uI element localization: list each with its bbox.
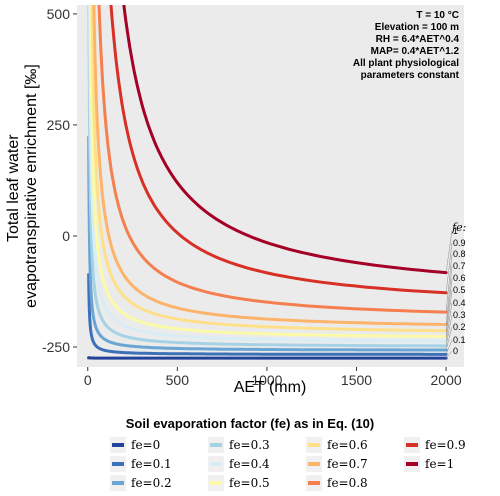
series-line-6 bbox=[90, 5, 448, 333]
legend-swatch-9 bbox=[404, 437, 420, 453]
end-label-10: 1 bbox=[453, 226, 458, 236]
end-label-connector-4 bbox=[445, 302, 453, 342]
legend-label-1: fe=0.1 bbox=[131, 457, 172, 471]
legend-items: fe=0 fe=0.1 fe=0.2 fe=0.3 fe=0.4 fe=0.5 fe=0.6… bbox=[110, 436, 490, 494]
legend-item-9: fe=0.9 bbox=[404, 436, 466, 454]
series-line-9 bbox=[109, 5, 448, 295]
legend-label-2: fe=0.2 bbox=[131, 476, 172, 490]
x-axis: 0 500 1000 1500 2000 bbox=[84, 367, 462, 388]
legend-swatch-1 bbox=[110, 456, 126, 472]
x-tick-label-1: 500 bbox=[166, 372, 190, 388]
legend-swatch-7 bbox=[306, 456, 322, 472]
annotation-line-2: RH = 6.4*AET^0.4 bbox=[376, 34, 460, 45]
legend-swatch-2 bbox=[110, 475, 126, 491]
end-label-connector-8 bbox=[445, 253, 453, 313]
legend-label-7: fe=0.7 bbox=[327, 457, 368, 471]
legend-label-0: fe=0 bbox=[131, 438, 161, 452]
legend-title: Soil evaporation factor (fe) as in Eq. (… bbox=[125, 416, 375, 431]
series-line-7 bbox=[92, 5, 448, 327]
end-label-connector-10 bbox=[445, 230, 453, 273]
end-label-3: 0.3 bbox=[453, 310, 466, 320]
end-label-connector-7 bbox=[445, 265, 453, 325]
legend-item-1: fe=0.1 bbox=[110, 455, 172, 473]
x-tick-label-4: 2000 bbox=[431, 372, 462, 388]
annotation-line-4: All plant physiological bbox=[353, 58, 459, 69]
series-line-2 bbox=[87, 135, 448, 352]
end-label-6: 0.6 bbox=[453, 273, 466, 283]
y-axis-title-line-1: Total leaf water bbox=[5, 134, 22, 242]
end-label-connector-5 bbox=[445, 289, 453, 337]
x-axis-title: AET (mm) bbox=[234, 379, 307, 396]
series-line-1 bbox=[87, 273, 448, 356]
y-tick-label-1: 0 bbox=[62, 228, 70, 244]
legend-swatch-10 bbox=[404, 456, 420, 472]
legend-label-4: fe=0.4 bbox=[229, 457, 270, 471]
end-label-1: 0.1 bbox=[453, 335, 466, 345]
legend-swatch-6 bbox=[306, 437, 322, 453]
y-tick-label-3: 500 bbox=[47, 6, 71, 22]
y-tick-label-2: 250 bbox=[47, 117, 71, 133]
end-label-2: 0.2 bbox=[453, 322, 466, 332]
legend-label-5: fe=0.5 bbox=[229, 476, 270, 490]
end-label-connector-9 bbox=[445, 242, 453, 293]
legend-item-8: fe=0.8 bbox=[306, 474, 368, 492]
series-line-5 bbox=[88, 5, 448, 338]
plot-panel bbox=[77, 5, 464, 367]
series-line-4 bbox=[88, 5, 448, 343]
legend-label-8: fe=0.8 bbox=[327, 476, 368, 490]
end-label-4: 0.4 bbox=[453, 298, 466, 308]
x-tick-label-0: 0 bbox=[84, 372, 92, 388]
legend-label-9: fe=0.9 bbox=[425, 438, 466, 452]
legend-item-0: fe=0 bbox=[110, 436, 160, 454]
legend-swatch-0 bbox=[110, 437, 126, 453]
legend-item-10: fe=1 bbox=[404, 455, 454, 473]
legend-label-6: fe=0.6 bbox=[327, 438, 368, 452]
series-line-3 bbox=[87, 5, 448, 348]
legend-item-3: fe=0.3 bbox=[208, 436, 270, 454]
y-axis: -250 0 250 500 bbox=[42, 6, 77, 355]
x-tick-label-2: 1000 bbox=[251, 372, 282, 388]
end-label-8: 0.8 bbox=[453, 249, 466, 259]
legend-item-7: fe=0.7 bbox=[306, 455, 368, 473]
end-label-7: 0.7 bbox=[453, 261, 466, 271]
legend-label-10: fe=1 bbox=[425, 457, 455, 471]
y-axis-title-line-2: evapotranspirative enrichment [‰] bbox=[23, 64, 40, 308]
end-label-connector-6 bbox=[445, 277, 453, 331]
legend-label-3: fe=0.3 bbox=[229, 438, 270, 452]
chart: fe: 00.10.20.30.40.50.60.70.80.91 T = 10… bbox=[5, 5, 466, 396]
end-label-connector-1 bbox=[445, 339, 453, 355]
series-end-labels: fe: 00.1 0.2 0.3 0.4 0.5 0.6 0.7 0.80.9 1 bbox=[445, 221, 466, 359]
annotation-line-3: MAP= 0.4*AET^1.2 bbox=[371, 46, 460, 57]
series-line-8 bbox=[97, 5, 448, 314]
y-axis-title: Total leaf water evapotranspirative enri… bbox=[5, 64, 40, 308]
y-tick-label-0: -250 bbox=[42, 339, 70, 355]
legend-swatch-4 bbox=[208, 456, 224, 472]
legend-item-2: fe=0.2 bbox=[110, 474, 172, 492]
legend-swatch-5 bbox=[208, 475, 224, 491]
end-label-connector-2 bbox=[445, 326, 453, 351]
end-labels-header: fe: bbox=[451, 221, 466, 234]
end-label-0: 0 bbox=[453, 346, 458, 356]
series-line-10 bbox=[122, 5, 448, 275]
end-label-connector-0 bbox=[445, 350, 453, 359]
legend-item-6: fe=0.6 bbox=[306, 436, 368, 454]
annotation-line-1: Elevation = 100 m bbox=[375, 22, 459, 33]
annotation-line-5: parameters constant bbox=[361, 70, 460, 81]
legend-swatch-8 bbox=[306, 475, 322, 491]
end-label-5: 0.5 bbox=[453, 285, 466, 295]
legend-item-5: fe=0.5 bbox=[208, 474, 270, 492]
end-label-9: 0.9 bbox=[453, 238, 466, 248]
end-label-connector-3 bbox=[445, 314, 453, 346]
series-lines bbox=[87, 5, 448, 360]
x-tick-label-3: 1500 bbox=[341, 372, 372, 388]
legend-swatch-3 bbox=[208, 437, 224, 453]
legend-item-4: fe=0.4 bbox=[208, 455, 270, 473]
legend: Soil evaporation factor (fe) as in Eq. (… bbox=[0, 412, 500, 496]
annotation-line-0: T = 10 °C bbox=[416, 10, 459, 21]
